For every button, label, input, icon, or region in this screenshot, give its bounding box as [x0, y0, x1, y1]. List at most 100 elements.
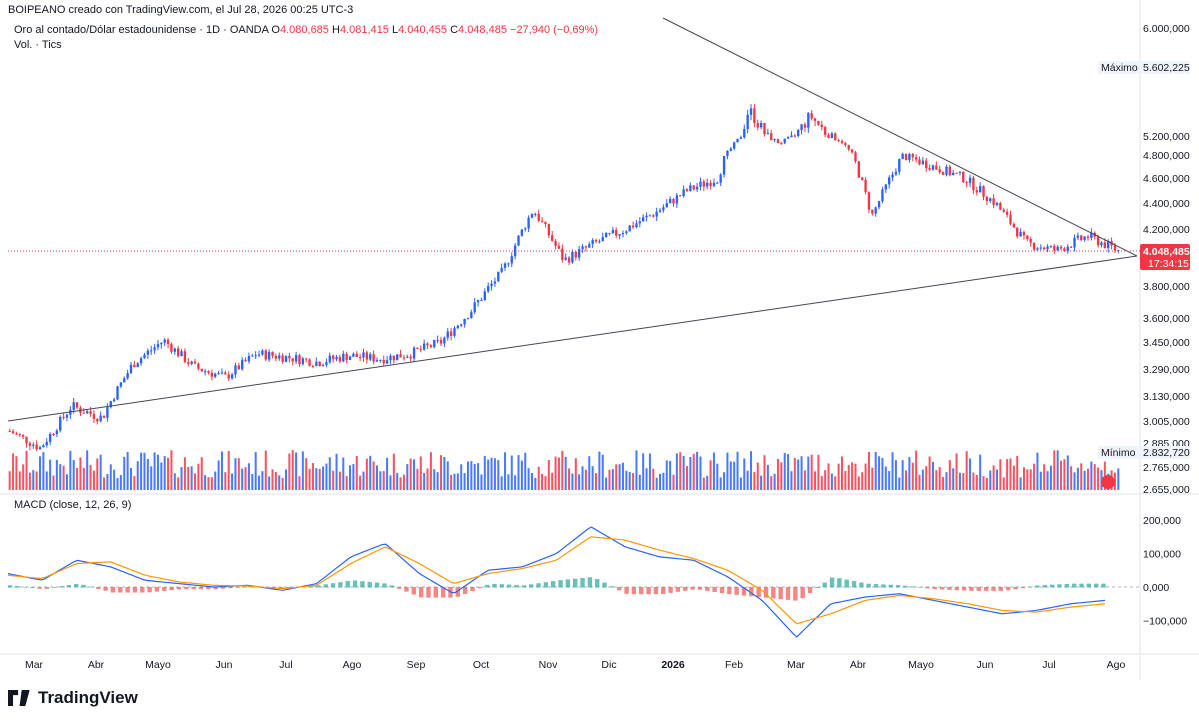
- volume-bar: [510, 455, 513, 490]
- volume-bar: [696, 451, 699, 490]
- volume-bar: [669, 460, 672, 490]
- volume-bar: [301, 451, 304, 490]
- candle-body: [1036, 248, 1039, 250]
- macd-histogram-bar: [719, 587, 725, 594]
- candle-body: [588, 244, 591, 248]
- macd-histogram-bar: [330, 583, 336, 588]
- macd-histogram-bar: [206, 587, 211, 590]
- macd-histogram-bar: [389, 585, 394, 588]
- candle-body: [470, 312, 473, 319]
- volume-bar: [258, 475, 261, 490]
- volume-bar: [200, 457, 203, 490]
- volume-bar: [595, 473, 598, 490]
- macd-histogram-bar: [822, 582, 827, 588]
- volume-bar: [935, 470, 938, 490]
- volume-bar: [244, 467, 247, 490]
- macd-histogram-bar: [1049, 584, 1055, 588]
- candle-body: [1076, 235, 1080, 238]
- macd-histogram-bar: [807, 587, 813, 594]
- candle-body: [271, 352, 274, 356]
- candle-body: [601, 237, 604, 242]
- volume-bar: [278, 475, 281, 490]
- macd-histogram-bar: [829, 577, 835, 588]
- volume-bar: [962, 473, 965, 490]
- candle-body: [625, 231, 628, 234]
- candle-body: [945, 166, 948, 175]
- macd-histogram-bar: [969, 587, 974, 591]
- volume-bar: [52, 475, 55, 490]
- high-value: 4.081,415: [339, 24, 389, 36]
- candle-body: [18, 433, 21, 435]
- macd-histogram-bar: [844, 579, 849, 588]
- volume-bar: [69, 450, 72, 490]
- volume-bar: [803, 470, 806, 490]
- volume-bar: [1056, 450, 1059, 490]
- volume-bar: [578, 474, 581, 490]
- candle-body: [881, 189, 884, 202]
- macd-legend[interactable]: MACD (close, 12, 26, 9): [14, 499, 132, 511]
- volume-bar: [332, 470, 335, 490]
- macd-tick-label: 200,000: [1143, 515, 1181, 527]
- macd-histogram-bar: [1027, 586, 1033, 588]
- candle-body: [48, 433, 52, 442]
- volume-bar: [25, 450, 28, 490]
- tradingview-logo: TradingView: [8, 688, 138, 708]
- volume-bar: [1070, 466, 1073, 490]
- volume-bar: [335, 453, 338, 490]
- macd-histogram-bar: [37, 587, 42, 589]
- candle-body: [8, 431, 11, 433]
- candle-body: [150, 350, 153, 352]
- candle-body: [520, 229, 524, 236]
- macd-histogram-bar: [1064, 583, 1070, 588]
- candle-body: [426, 343, 429, 346]
- candle-body: [507, 263, 510, 265]
- macd-histogram-bar: [426, 587, 431, 598]
- macd-histogram-bar: [411, 587, 416, 595]
- symbol-name[interactable]: Oro al contado/Dólar estadounidense · 1D…: [14, 24, 269, 36]
- candle-body: [382, 359, 385, 364]
- macd-histogram-bar: [668, 587, 673, 593]
- macd-histogram-bar: [866, 583, 871, 588]
- candle-body: [652, 215, 655, 217]
- macd-histogram-bar: [565, 579, 571, 588]
- volume-bar: [439, 455, 443, 490]
- candle-body: [911, 154, 914, 158]
- volume-bar: [726, 452, 729, 490]
- volume-legend[interactable]: Vol. · Tics: [14, 39, 62, 51]
- macd-histogram-bar: [947, 587, 952, 590]
- candle-body: [406, 356, 409, 358]
- macd-histogram-bar: [573, 578, 578, 588]
- volume-bar: [55, 459, 58, 490]
- candle-body: [203, 371, 207, 373]
- candle-body: [571, 251, 574, 263]
- volume-bar: [1073, 472, 1076, 490]
- volume-bar: [32, 470, 35, 490]
- volume-bar: [72, 460, 75, 490]
- volume-bar: [480, 474, 483, 490]
- volume-bar: [561, 450, 564, 490]
- candle-body: [894, 171, 898, 175]
- price-tick-label: 4.400,000: [1143, 198, 1190, 210]
- volume-bar: [605, 477, 608, 490]
- volume-bar: [493, 458, 496, 490]
- candle-body: [493, 281, 497, 284]
- volume-bar: [456, 473, 459, 490]
- candle-body: [392, 355, 396, 361]
- macd-histogram-bar: [352, 580, 358, 588]
- candle-body: [887, 177, 891, 185]
- candle-body: [247, 355, 251, 362]
- volume-bar: [311, 463, 314, 490]
- candle-body: [1012, 223, 1016, 228]
- volume-bar: [999, 459, 1002, 490]
- candle-body: [335, 356, 338, 360]
- volume-bar: [1012, 465, 1015, 490]
- candle-body: [274, 355, 278, 359]
- candle-body: [857, 161, 861, 178]
- candle-body: [1005, 211, 1009, 215]
- volume-bar: [1006, 459, 1009, 490]
- volume-bar: [291, 450, 294, 490]
- volume-bar: [820, 476, 823, 490]
- price-tick-label: 3.005,000: [1143, 416, 1190, 428]
- time-axis-label: Sep: [407, 659, 426, 671]
